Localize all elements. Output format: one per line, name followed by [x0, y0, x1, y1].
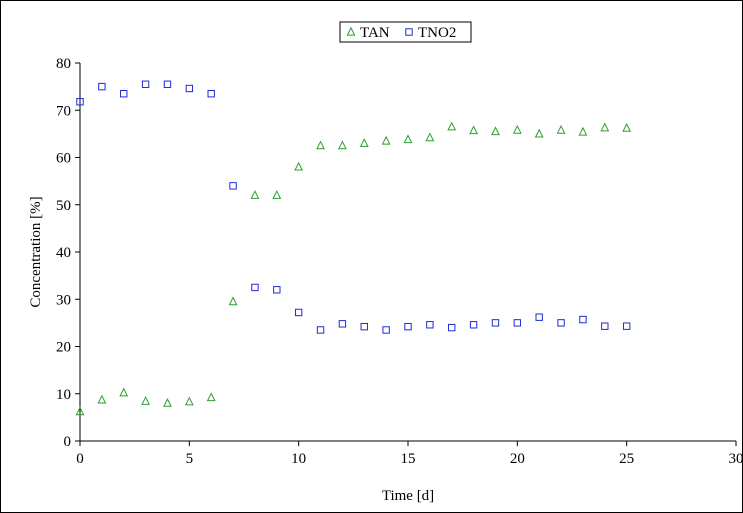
- data-point: [251, 283, 259, 292]
- y-tick-label: 70: [56, 103, 71, 119]
- data-point: [119, 387, 129, 397]
- x-tick-label: 10: [291, 451, 306, 467]
- y-tick-label: 60: [56, 151, 71, 167]
- y-axis-label: Concentration [%]: [28, 196, 44, 307]
- data-point: [185, 84, 194, 93]
- data-point: [382, 326, 390, 334]
- series-tan: [75, 121, 632, 416]
- data-point: [600, 122, 610, 132]
- y-tick-label: 20: [56, 340, 71, 356]
- data-point: [207, 90, 215, 98]
- data-point: [512, 124, 522, 134]
- data-point: [229, 182, 237, 190]
- y-tick-label: 80: [56, 56, 71, 72]
- data-point: [98, 82, 106, 91]
- data-point: [425, 132, 435, 142]
- data-point: [294, 308, 303, 317]
- data-point: [141, 396, 151, 405]
- data-point: [447, 121, 457, 131]
- data-point: [469, 321, 478, 329]
- x-axis-label: Time [d]: [382, 488, 434, 504]
- data-point: [337, 140, 347, 150]
- data-point: [622, 322, 631, 330]
- x-tick-label: 15: [401, 451, 416, 467]
- legend-marker-tan: [346, 26, 356, 36]
- data-point: [141, 80, 150, 88]
- data-point: [75, 406, 85, 416]
- y-tick-label: 0: [64, 434, 72, 450]
- data-point: [491, 319, 500, 327]
- x-tick-label: 20: [510, 451, 525, 467]
- data-point: [579, 315, 587, 324]
- data-point: [294, 161, 304, 171]
- data-point: [469, 125, 479, 135]
- data-point: [448, 323, 456, 332]
- legend: TAN TNO2: [339, 21, 472, 43]
- legend-label-tan: TAN: [360, 25, 390, 41]
- series-tno2: [76, 80, 631, 334]
- data-point: [601, 322, 609, 330]
- data-point: [273, 286, 281, 294]
- data-point: [404, 322, 412, 331]
- data-point: [534, 128, 544, 138]
- data-point: [381, 135, 391, 145]
- data-point: [316, 140, 325, 150]
- x-tick-label: 30: [729, 451, 743, 467]
- data-point: [426, 321, 434, 329]
- y-tick-label: 40: [56, 245, 71, 261]
- axis-ticks: 0 10 20 30 40 50 60 70 80 0 5 10 15 20 25 30: [56, 56, 743, 467]
- data-point: [535, 313, 543, 321]
- y-tick-label: 50: [56, 198, 71, 214]
- data-point: [491, 126, 500, 136]
- data-points: [75, 80, 632, 416]
- data-point: [359, 138, 369, 147]
- data-point: [578, 126, 588, 136]
- y-tick-label: 30: [56, 292, 71, 308]
- data-point: [206, 392, 216, 402]
- y-tick-label: 10: [56, 387, 71, 403]
- data-point: [360, 322, 368, 331]
- data-point: [622, 122, 632, 132]
- legend-marker-tno2: [405, 28, 413, 36]
- data-point: [184, 396, 194, 406]
- legend-label-tno2: TNO2: [418, 25, 456, 41]
- data-point: [163, 397, 172, 407]
- data-point: [76, 98, 84, 106]
- data-point: [403, 134, 413, 144]
- data-point: [120, 90, 128, 98]
- axes: [79, 63, 736, 442]
- data-point: [513, 319, 522, 327]
- data-point: [228, 296, 238, 306]
- data-point: [338, 320, 347, 328]
- data-point: [556, 124, 566, 134]
- data-point: [557, 319, 565, 327]
- data-point: [97, 394, 107, 404]
- x-tick-label: 0: [76, 451, 84, 467]
- data-point: [272, 190, 282, 199]
- x-tick-label: 5: [186, 451, 194, 467]
- data-point: [316, 326, 325, 334]
- x-tick-label: 25: [619, 451, 634, 467]
- data-point: [250, 190, 260, 199]
- data-point: [163, 80, 172, 88]
